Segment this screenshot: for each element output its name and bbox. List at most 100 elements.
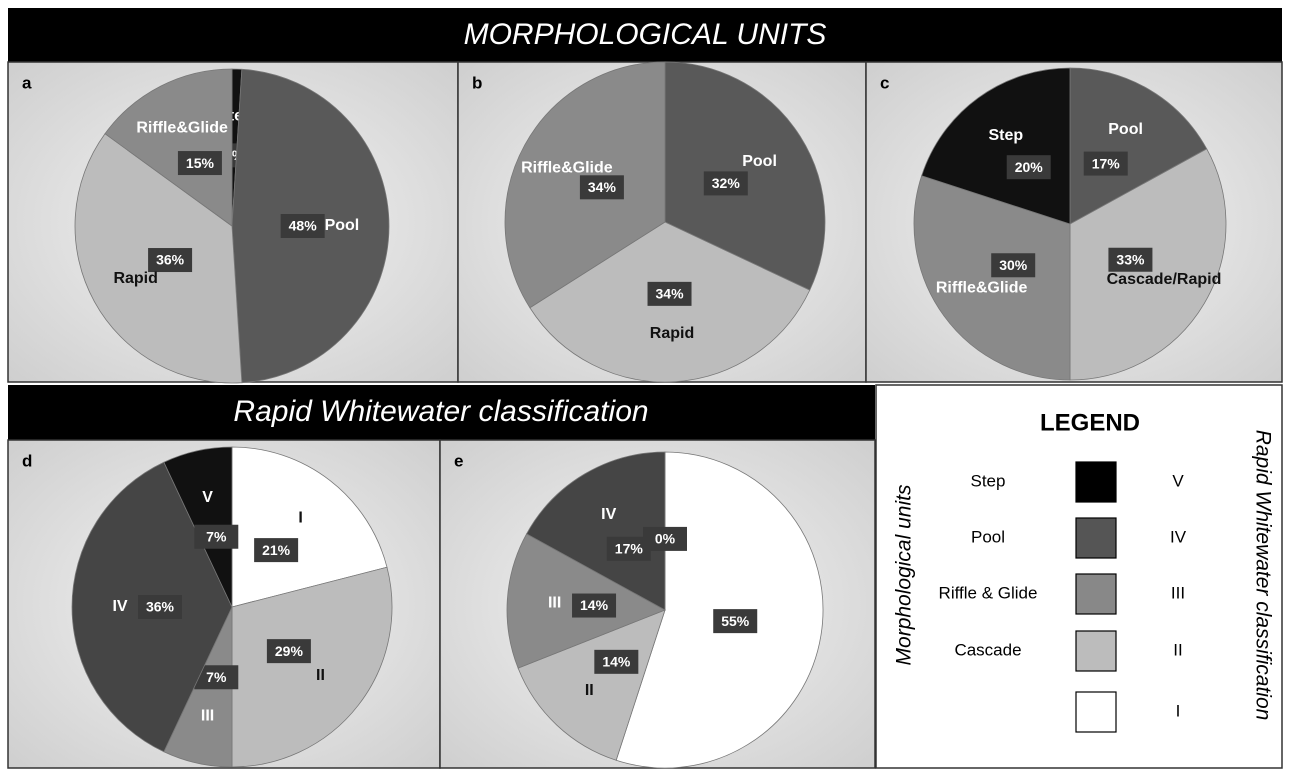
value-label-text: 55% <box>721 613 750 629</box>
header-bar <box>8 385 875 440</box>
value-label: 48% <box>280 214 325 238</box>
panel-letter: a <box>22 73 32 92</box>
header-title: MORPHOLOGICAL UNITS <box>464 18 827 51</box>
value-label-text: 29% <box>275 643 304 659</box>
value-label-text: 14% <box>580 597 609 613</box>
value-label-text: 36% <box>156 252 185 268</box>
value-label: 29% <box>266 639 311 664</box>
legend-right-label: Rapid Whitewater classification <box>1251 430 1274 721</box>
value-label-text: 7% <box>206 669 227 685</box>
value-label-text: 17% <box>615 541 644 557</box>
value-label: 34% <box>647 281 692 306</box>
value-label: 7% <box>194 524 239 549</box>
value-label-text: 7% <box>206 528 227 544</box>
value-label-box <box>1006 155 1051 180</box>
category-label: V <box>202 489 213 506</box>
legend-class: V <box>1172 471 1184 490</box>
header-bar <box>8 8 1282 62</box>
panel-letter: e <box>454 451 463 470</box>
category-label: IV <box>112 598 127 615</box>
value-label-text: 21% <box>262 542 291 558</box>
legend-left-label: Morphological units <box>893 484 916 665</box>
value-label-text: 48% <box>289 218 318 234</box>
value-label-box <box>148 248 193 273</box>
legend-swatch <box>1075 461 1117 503</box>
value-label: 17% <box>1083 151 1128 176</box>
legend-unit: Riffle & Glide <box>939 583 1038 602</box>
category-label: Rapid <box>113 270 157 287</box>
panel-letter: d <box>22 451 32 470</box>
pie-slice <box>1069 67 1208 225</box>
category-label: Riffle&Glide <box>136 119 228 136</box>
value-label-box <box>647 281 692 306</box>
pie-slice <box>231 566 393 768</box>
legend-class: IV <box>1170 527 1187 546</box>
legend-swatch <box>1075 691 1117 733</box>
legend-class: I <box>1176 701 1181 720</box>
value-label-text: 20% <box>1015 159 1044 175</box>
category-label: I <box>298 510 302 527</box>
value-label: 33% <box>1108 247 1153 272</box>
value-label-box <box>177 151 222 176</box>
legend-swatch <box>1075 573 1117 615</box>
value-label-box <box>280 214 325 238</box>
category-label: II <box>585 682 594 699</box>
pie-slice <box>921 67 1071 225</box>
category-label: Step <box>988 127 1023 144</box>
category-label: III <box>548 594 561 611</box>
legend-unit: Pool <box>971 527 1005 546</box>
pie-slice <box>526 451 666 611</box>
category-label: IV <box>601 506 616 523</box>
legend-unit: Cascade <box>954 640 1021 659</box>
value-label-box <box>254 538 299 563</box>
value-label: 15% <box>177 151 222 176</box>
legend-class: III <box>1171 583 1185 602</box>
category-label: Pool <box>742 153 777 170</box>
value-label-text: 34% <box>656 286 685 302</box>
value-label-box <box>194 524 239 549</box>
value-label: 55% <box>713 609 758 634</box>
value-label-text: 14% <box>602 654 631 670</box>
value-label: 20% <box>1006 155 1051 180</box>
category-label: Pool <box>1108 121 1143 138</box>
pie-slice <box>517 609 666 761</box>
value-label-text: 0% <box>655 531 676 547</box>
category-label: Riffle&Glide <box>936 279 1028 296</box>
value-label-text: 30% <box>999 257 1028 273</box>
legend-swatch <box>1075 630 1117 672</box>
value-label-box <box>266 639 311 664</box>
value-label: 32% <box>703 171 748 196</box>
panel-letter: b <box>472 73 482 92</box>
category-label: Pool <box>325 217 360 234</box>
value-label-box <box>1108 247 1153 272</box>
value-label-box <box>138 595 182 619</box>
pie-slice <box>913 175 1071 381</box>
value-label-box <box>643 526 687 551</box>
legend-class: II <box>1173 640 1182 659</box>
value-label: 14% <box>572 593 617 618</box>
category-label: II <box>316 667 325 684</box>
value-label-box <box>713 609 758 634</box>
category-label: Rapid <box>650 325 694 342</box>
value-label-box <box>572 593 617 618</box>
value-label-box <box>579 175 624 200</box>
value-label: 36% <box>138 595 182 619</box>
value-label: 14% <box>594 649 639 674</box>
value-label-box <box>991 253 1036 278</box>
value-label-text: 33% <box>1116 251 1145 267</box>
value-label: 21% <box>254 538 299 563</box>
value-label-text: 36% <box>146 599 175 615</box>
value-label: 30% <box>991 253 1036 278</box>
header-title: Rapid Whitewater classification <box>233 395 648 428</box>
panel-letter: c <box>880 73 889 92</box>
category-label: Cascade/Rapid <box>1107 271 1222 288</box>
value-label: 36% <box>148 248 193 273</box>
value-label: 0% <box>643 526 687 551</box>
category-label: III <box>201 708 214 725</box>
category-label: Riffle&Glide <box>521 159 613 176</box>
value-label-box <box>594 649 639 674</box>
value-label-text: 32% <box>712 175 741 191</box>
legend-swatch <box>1075 517 1117 559</box>
value-label-text: 17% <box>1092 155 1121 171</box>
value-label-box <box>1083 151 1128 176</box>
